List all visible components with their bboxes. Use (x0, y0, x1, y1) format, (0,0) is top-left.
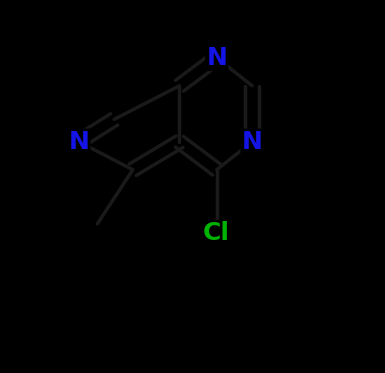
Text: N: N (242, 130, 263, 154)
Text: N: N (206, 46, 227, 70)
Text: Cl: Cl (203, 221, 230, 245)
Text: N: N (68, 130, 89, 154)
